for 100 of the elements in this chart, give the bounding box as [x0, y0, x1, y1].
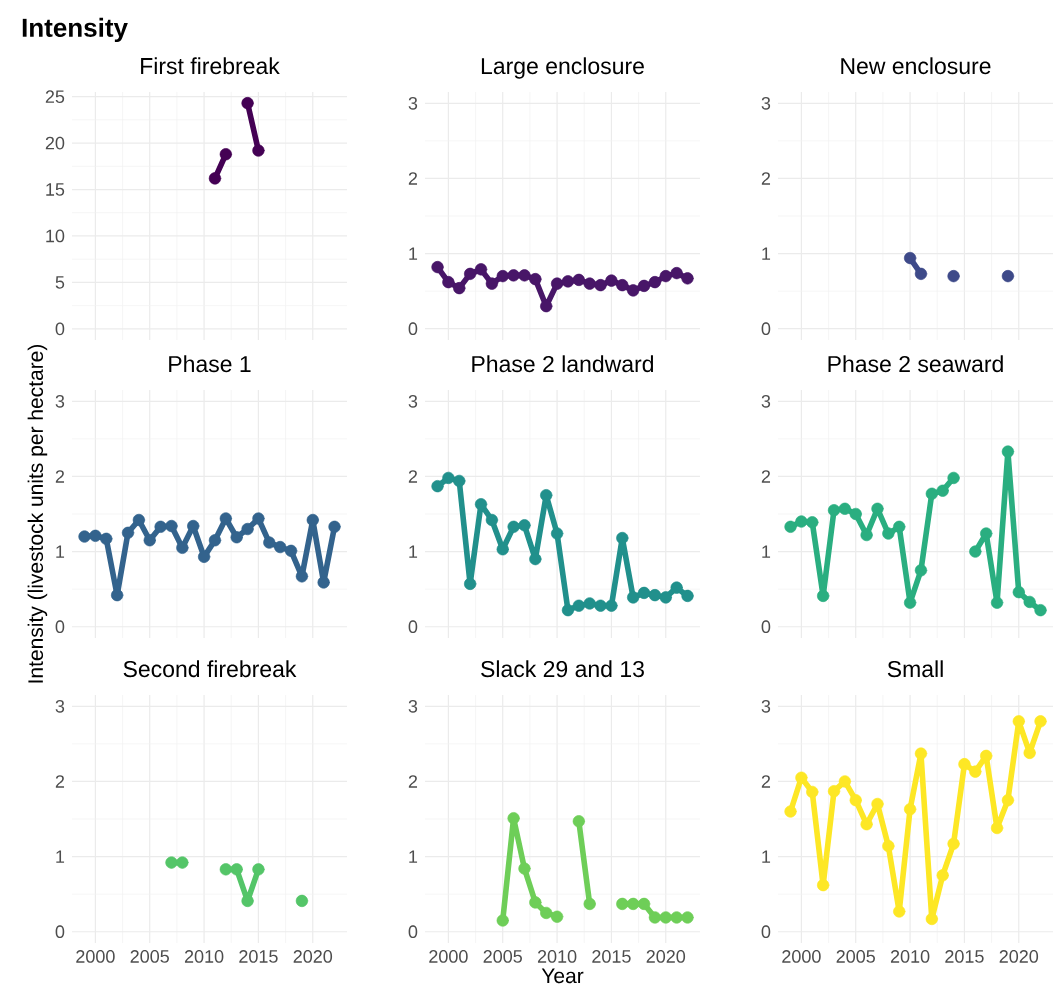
chart-title: Slack 29 and 13: [481, 660, 644, 678]
point: [670, 267, 683, 280]
point: [594, 599, 607, 612]
point: [111, 589, 124, 602]
point: [925, 487, 938, 500]
y-tick-label: 1: [762, 850, 771, 863]
point: [306, 513, 319, 527]
y-tick-label: 3: [761, 394, 771, 408]
point: [496, 270, 509, 283]
chart-title: Small: [887, 660, 943, 678]
point: [540, 906, 553, 920]
point: [550, 910, 564, 923]
point: [219, 863, 232, 876]
point: [648, 276, 661, 289]
point: [871, 797, 884, 811]
point: [442, 276, 455, 289]
point: [947, 471, 960, 485]
point: [969, 545, 982, 558]
point: [1001, 270, 1014, 283]
y-tick-label: 25: [45, 90, 65, 104]
point: [496, 914, 509, 927]
point: [648, 911, 661, 924]
point: [89, 529, 102, 542]
point: [453, 474, 466, 488]
point: [784, 520, 797, 533]
point: [507, 520, 520, 533]
point: [252, 512, 265, 525]
point: [518, 862, 531, 875]
y-tick-label: 0: [55, 925, 65, 939]
point: [317, 576, 330, 589]
chart-title: Second firebreak: [123, 660, 297, 678]
point: [1001, 794, 1014, 807]
y-tick-label: 0: [408, 620, 418, 634]
point: [583, 277, 596, 290]
point: [583, 597, 596, 610]
point: [165, 856, 178, 869]
point: [263, 536, 276, 549]
point: [914, 267, 928, 280]
point: [882, 527, 895, 540]
point: [605, 274, 618, 287]
point: [681, 589, 694, 603]
point: [627, 897, 640, 911]
point: [903, 803, 917, 816]
point: [914, 564, 928, 577]
x-tick-label: 2000: [429, 950, 468, 963]
y-tick-label: 0: [761, 620, 771, 634]
point: [284, 544, 298, 557]
point: [572, 815, 585, 828]
point: [882, 839, 895, 853]
chart-title: Phase 2 landward: [472, 355, 654, 373]
y-tick-label: 2: [55, 470, 65, 483]
point: [1034, 604, 1047, 617]
point: [637, 279, 651, 292]
point: [464, 577, 477, 590]
x-tick-label: 2005: [836, 950, 875, 963]
x-tick-label: 2020: [293, 950, 333, 963]
point: [936, 484, 949, 497]
point: [616, 279, 629, 292]
point: [681, 272, 694, 285]
point: [947, 270, 960, 283]
point: [453, 282, 466, 295]
point: [485, 277, 498, 290]
point: [295, 894, 308, 908]
point: [208, 534, 222, 547]
point: [936, 869, 949, 882]
y-tick-label: 3: [408, 96, 418, 110]
y-tick-label: 0: [408, 925, 418, 939]
x-tick-label: 2010: [890, 950, 930, 963]
point: [784, 805, 797, 818]
point: [817, 589, 830, 603]
x-tick-label: 2000: [76, 950, 115, 963]
x-tick-label: 2015: [945, 950, 984, 963]
point: [561, 275, 575, 288]
y-tick-label: 2: [761, 172, 771, 185]
point: [550, 527, 564, 540]
y-tick-label: 1: [56, 850, 65, 863]
point: [827, 785, 841, 798]
point: [154, 520, 167, 533]
point: [838, 502, 851, 515]
point: [637, 586, 651, 600]
y-tick-label: 0: [55, 322, 65, 336]
point: [442, 471, 455, 485]
y-tick-label: 2: [408, 470, 418, 483]
point: [990, 596, 1004, 609]
point: [806, 516, 819, 529]
y-tick-label: 3: [55, 699, 65, 713]
point: [187, 519, 200, 533]
point: [550, 277, 564, 290]
point: [230, 531, 243, 544]
point: [176, 541, 189, 554]
point: [659, 270, 672, 283]
point: [252, 144, 265, 157]
point: [605, 599, 618, 612]
y-tick-label: 3: [408, 699, 418, 713]
y-tick-label: 0: [408, 322, 418, 336]
point: [1012, 586, 1025, 599]
point: [474, 263, 488, 276]
point: [78, 530, 91, 543]
y-tick-label: 3: [55, 394, 65, 408]
y-tick-label: 3: [761, 699, 771, 713]
